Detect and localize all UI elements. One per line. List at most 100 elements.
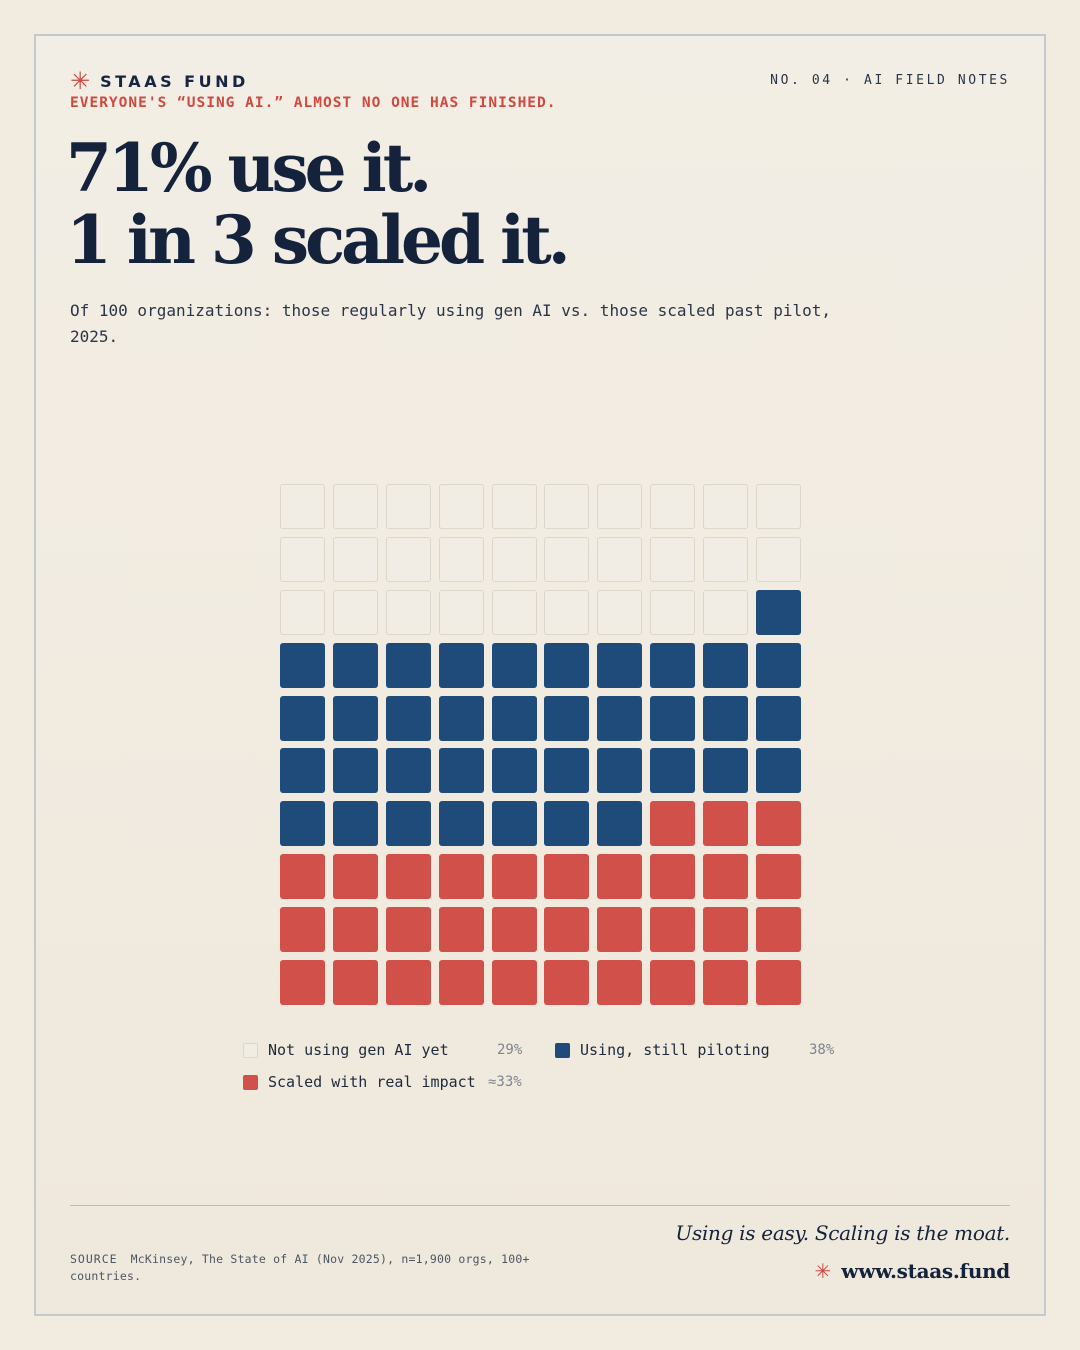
legend-label-scaled: Scaled with real impact	[268, 1073, 476, 1091]
waffle-cell-using	[597, 695, 643, 741]
footer-divider	[70, 1205, 1010, 1206]
site-link[interactable]: ✳ www.staas.fund	[814, 1259, 1011, 1283]
waffle-cell-using	[544, 642, 590, 688]
waffle-cell-not-using	[544, 484, 590, 529]
waffle-cell-not-using	[385, 589, 431, 635]
source-text: McKinsey, The State of AI (Nov 2025), n=…	[70, 1252, 530, 1283]
waffle-cell-scaled	[491, 854, 537, 900]
asterisk-icon: ✳	[70, 67, 91, 95]
legend-label-not-using: Not using gen AI yet	[268, 1041, 449, 1059]
waffle-cell-using	[650, 642, 696, 688]
waffle-cell-using	[756, 695, 802, 741]
waffle-cell-not-using	[385, 536, 431, 582]
source-note: SOURCE McKinsey, The State of AI (Nov 20…	[70, 1251, 590, 1285]
waffle-cell-not-using	[280, 484, 325, 529]
waffle-cell-not-using	[280, 536, 325, 582]
waffle-cell-using	[332, 801, 378, 847]
waffle-cell-not-using	[703, 484, 749, 529]
waffle-cell-using	[703, 642, 749, 688]
waffle-cell-not-using	[332, 589, 378, 635]
waffle-cell-not-using	[650, 484, 696, 529]
waffle-cell-scaled	[280, 854, 325, 900]
waffle-cell-using	[385, 748, 431, 794]
waffle-cell-using	[544, 801, 590, 847]
waffle-cell-scaled	[438, 907, 484, 953]
site-url[interactable]: www.staas.fund	[841, 1259, 1010, 1283]
waffle-cell-scaled	[756, 854, 802, 900]
waffle-cell-using	[280, 801, 325, 847]
waffle-cell-not-using	[650, 589, 696, 635]
kicker: EVERYONE'S “USING AI.” ALMOST NO ONE HAS…	[70, 95, 557, 111]
waffle-cell-scaled	[703, 960, 749, 1006]
waffle-cell-using	[280, 748, 325, 794]
waffle-cell-scaled	[597, 907, 643, 953]
waffle-cell-not-using	[544, 589, 590, 635]
waffle-cell-not-using	[491, 536, 537, 582]
waffle-cell-using	[280, 695, 325, 741]
waffle-cell-not-using	[703, 536, 749, 582]
waffle-cell-not-using	[438, 484, 484, 529]
waffle-cell-scaled	[385, 960, 431, 1006]
waffle-cell-scaled	[756, 801, 802, 847]
legend-pct-scaled: ≈33%	[488, 1074, 522, 1090]
waffle-cell-using	[332, 642, 378, 688]
card-frame	[34, 34, 1046, 1316]
waffle-cell-scaled	[597, 960, 643, 1006]
waffle-cell-scaled	[280, 907, 325, 953]
waffle-cell-not-using	[491, 589, 537, 635]
waffle-cell-scaled	[756, 907, 802, 953]
legend-pct-using: 38%	[809, 1042, 835, 1058]
asterisk-icon: ✳	[814, 1259, 832, 1283]
waffle-cell-using	[491, 801, 537, 847]
legend-using: Using, still piloting	[555, 1041, 770, 1059]
waffle-cell-scaled	[544, 960, 590, 1006]
waffle-cell-scaled	[544, 854, 590, 900]
waffle-cell-scaled	[650, 960, 696, 1006]
waffle-cell-not-using	[756, 484, 802, 529]
legend-label-using: Using, still piloting	[580, 1041, 770, 1059]
waffle-cell-scaled	[650, 907, 696, 953]
waffle-cell-using	[756, 748, 802, 794]
waffle-cell-using	[756, 589, 802, 635]
waffle-cell-scaled	[491, 907, 537, 953]
waffle-cell-scaled	[544, 907, 590, 953]
waffle-cell-using	[332, 748, 378, 794]
waffle-cell-using	[756, 642, 802, 688]
headline-line-2: 1 in 3 scaled it.	[66, 201, 571, 279]
waffle-cell-using	[385, 642, 431, 688]
waffle-cell-using	[650, 695, 696, 741]
waffle-cell-using	[703, 695, 749, 741]
waffle-cell-not-using	[332, 536, 378, 582]
waffle-cell-not-using	[597, 484, 643, 529]
waffle-cell-scaled	[385, 854, 431, 900]
waffle-cell-using	[385, 801, 431, 847]
legend-swatch-not-using	[243, 1042, 258, 1058]
headline-line-1: 71% use it.	[66, 129, 432, 207]
waffle-cell-not-using	[332, 484, 378, 529]
waffle-cell-not-using	[597, 589, 643, 635]
waffle-cell-not-using	[280, 589, 325, 635]
waffle-cell-using	[491, 642, 537, 688]
waffle-cell-using	[544, 748, 590, 794]
waffle-cell-using	[438, 801, 484, 847]
waffle-cell-using	[438, 642, 484, 688]
subtitle: Of 100 organizations: those regularly us…	[70, 301, 831, 346]
legend-scaled: Scaled with real impact	[243, 1073, 476, 1091]
waffle-cell-not-using	[597, 536, 643, 582]
waffle-cell-using	[597, 801, 643, 847]
waffle-cell-scaled	[650, 801, 696, 847]
waffle-cell-not-using	[703, 589, 749, 635]
brand-name: STAAS FUND	[100, 71, 249, 91]
waffle-cell-scaled	[756, 960, 802, 1006]
waffle-cell-scaled	[491, 960, 537, 1006]
waffle-cell-scaled	[650, 854, 696, 900]
source-label: SOURCE	[70, 1252, 118, 1266]
tagline: Using is easy. Scaling is the moat.	[675, 1221, 1010, 1245]
waffle-cell-scaled	[703, 854, 749, 900]
waffle-cell-scaled	[332, 854, 378, 900]
waffle-cell-scaled	[597, 854, 643, 900]
legend-not-using: Not using gen AI yet	[243, 1041, 449, 1059]
waffle-cell-not-using	[491, 484, 537, 529]
waffle-cell-scaled	[385, 907, 431, 953]
waffle-cell-using	[438, 695, 484, 741]
